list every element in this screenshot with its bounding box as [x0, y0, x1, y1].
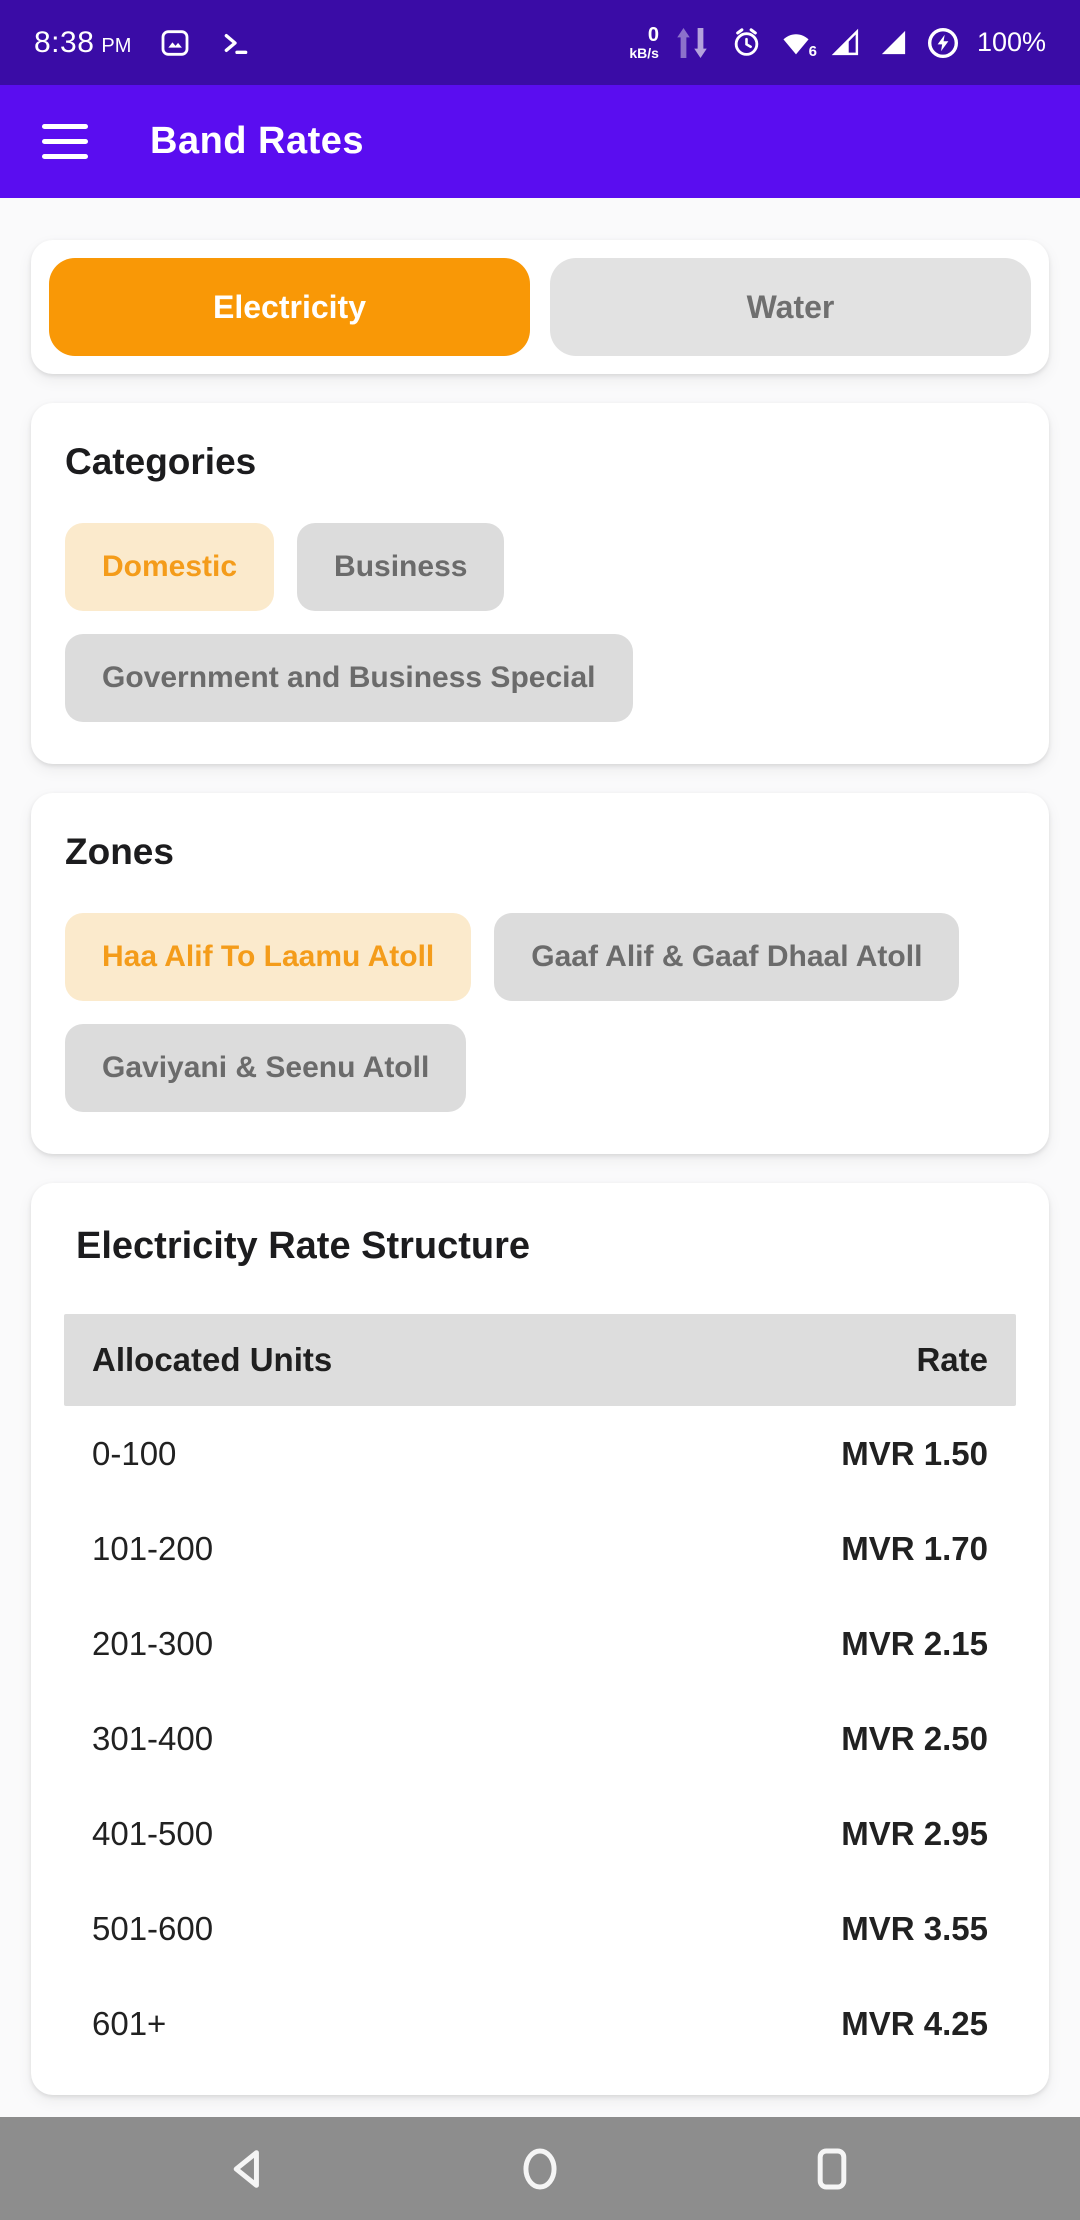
chip-government-business-special[interactable]: Government and Business Special [65, 634, 633, 722]
table-row: 201-300 MVR 2.15 [64, 1596, 1016, 1691]
time-period-text: PM [101, 34, 132, 57]
table-row: 0-100 MVR 1.50 [64, 1406, 1016, 1501]
status-bar: 8:38 PM 0 kB/s 6 [0, 0, 1080, 85]
back-icon [233, 2149, 259, 2188]
recents-button[interactable] [804, 2141, 860, 2197]
row-rate: MVR 2.15 [841, 1624, 988, 1662]
table-row: 301-400 MVR 2.50 [64, 1691, 1016, 1786]
hamburger-menu-icon[interactable] [42, 124, 88, 159]
net-speed-value: 0 [647, 23, 659, 46]
tab-electricity[interactable]: Electricity [49, 258, 530, 356]
row-units: 0-100 [92, 1434, 177, 1472]
clock-text: 8:38 PM [34, 26, 131, 60]
table-row: 601+ MVR 4.25 [64, 1976, 1016, 2071]
zones-chip-row: Haa Alif To Laamu Atoll Gaaf Alif & Gaaf… [65, 913, 1015, 1112]
rate-table: Allocated Units Rate 0-100 MVR 1.50 101-… [64, 1314, 1016, 2071]
wifi-6-badge: 6 [806, 42, 817, 60]
column-rate: Rate [916, 1341, 988, 1378]
traffic-arrows [676, 26, 708, 60]
table-row: 501-600 MVR 3.55 [64, 1881, 1016, 1976]
categories-title: Categories [65, 441, 257, 482]
home-button[interactable] [512, 2141, 568, 2197]
row-rate: MVR 2.50 [841, 1719, 988, 1757]
download-arrow-icon [694, 27, 707, 58]
system-navigation-bar [0, 2117, 1080, 2220]
terminal-icon [219, 27, 251, 59]
app-bar: Band Rates [0, 85, 1080, 198]
zones-title: Zones [65, 831, 174, 872]
row-units: 201-300 [92, 1624, 214, 1662]
status-bar-left: 8:38 PM [34, 26, 251, 60]
chip-haa-alif-to-laamu-atoll[interactable]: Haa Alif To Laamu Atoll [65, 913, 472, 1001]
row-rate: MVR 4.25 [841, 2004, 988, 2042]
table-row: 401-500 MVR 2.95 [64, 1786, 1016, 1881]
network-speed: 0 kB/s [629, 23, 659, 61]
screenshot-image-icon [159, 27, 191, 59]
wifi-icon: 6 [779, 27, 817, 59]
utility-toggle-card: Electricity Water [31, 240, 1049, 374]
rate-table-header: Allocated Units Rate [64, 1314, 1016, 1406]
row-rate: MVR 2.95 [841, 1814, 988, 1852]
row-units: 501-600 [92, 1909, 214, 1947]
net-speed-unit: kB/s [629, 44, 659, 61]
back-button[interactable] [220, 2141, 276, 2197]
time-text: 8:38 [34, 25, 95, 59]
chip-gaaf-alif-gaaf-dhaal-atoll[interactable]: Gaaf Alif & Gaaf Dhaal Atoll [494, 913, 960, 1001]
upload-arrow-icon [677, 27, 690, 58]
row-rate: MVR 1.70 [841, 1529, 988, 1567]
row-rate: MVR 1.50 [841, 1434, 988, 1472]
rate-structure-card: Electricity Rate Structure Allocated Uni… [31, 1183, 1049, 2095]
row-units: 601+ [92, 2004, 167, 2042]
status-bar-right: 0 kB/s 6 100% [629, 23, 1046, 61]
chip-business[interactable]: Business [297, 523, 505, 611]
row-units: 101-200 [92, 1529, 214, 1567]
chip-domestic[interactable]: Domestic [65, 523, 275, 611]
home-icon [523, 2148, 557, 2189]
row-units: 401-500 [92, 1814, 214, 1852]
row-units: 301-400 [92, 1719, 214, 1757]
tab-water[interactable]: Water [550, 258, 1031, 356]
recents-icon [817, 2148, 847, 2189]
column-allocated-units: Allocated Units [92, 1341, 333, 1378]
table-row: 101-200 MVR 1.70 [64, 1501, 1016, 1596]
categories-card: Categories Domestic Business Government … [31, 403, 1049, 764]
scroll-content[interactable]: Electricity Water Categories Domestic Bu… [0, 198, 1080, 2117]
row-rate: MVR 3.55 [841, 1909, 988, 1947]
chip-gaviyani-seenu-atoll[interactable]: Gaviyani & Seenu Atoll [65, 1024, 467, 1112]
rate-structure-title: Electricity Rate Structure [76, 1225, 531, 1267]
alarm-icon [731, 27, 762, 58]
battery-saver-icon [926, 26, 960, 60]
cellular-signal-sim2-icon [878, 27, 909, 58]
cellular-signal-sim1-icon [830, 27, 861, 58]
battery-percent-text: 100% [976, 27, 1046, 57]
page-title: Band Rates [150, 120, 365, 162]
categories-chip-row: Domestic Business Government and Busines… [65, 523, 1015, 722]
zones-card: Zones Haa Alif To Laamu Atoll Gaaf Alif … [31, 793, 1049, 1154]
